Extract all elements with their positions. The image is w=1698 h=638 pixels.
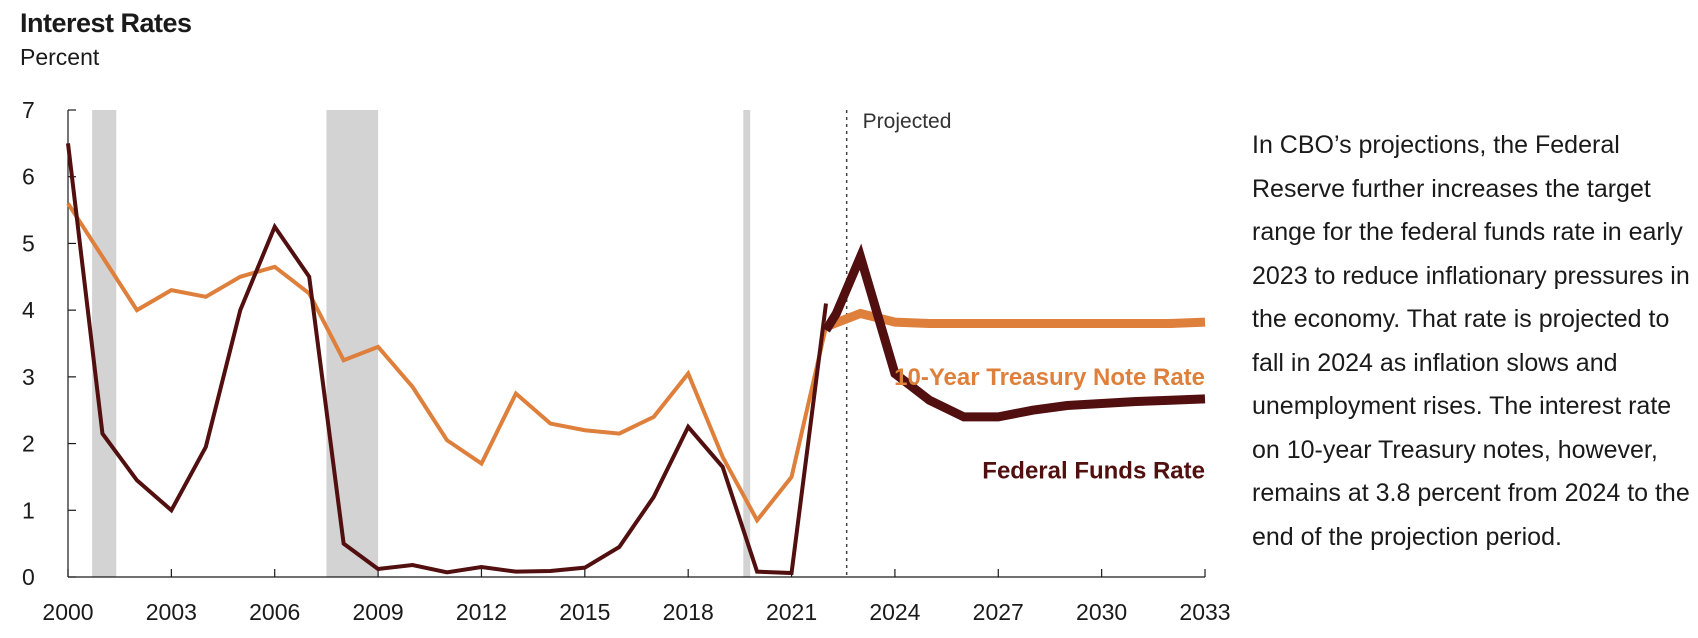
x-tick-label-2009: 2009 bbox=[353, 599, 404, 625]
x-tick-label-2006: 2006 bbox=[249, 599, 300, 625]
x-tick-label-2024: 2024 bbox=[869, 599, 920, 625]
treasury-projected-line bbox=[824, 308, 1206, 332]
x-tick-label-2030: 2030 bbox=[1076, 599, 1127, 625]
x-tick-label-2033: 2033 bbox=[1179, 599, 1230, 625]
chart-description: In CBO’s projections, the Federal Reserv… bbox=[1252, 131, 1690, 551]
y-tick-label-7: 7 bbox=[22, 97, 35, 123]
recession-shading bbox=[92, 110, 751, 577]
x-tick-label-2021: 2021 bbox=[766, 599, 817, 625]
projected-label: Projected bbox=[863, 110, 952, 133]
treasury-historical-line bbox=[66, 202, 828, 524]
fed-funds-projected-line bbox=[822, 243, 1206, 422]
y-tick-label-2: 2 bbox=[22, 431, 35, 457]
axes: 0 1 2 3 4 5 6 7 2000 2003 2006 2009 2012 2015 2018 2021… bbox=[22, 97, 1231, 625]
x-tick-label-2015: 2015 bbox=[559, 599, 610, 625]
x-tick-label-2018: 2018 bbox=[663, 599, 714, 625]
fed-funds-historical-line bbox=[66, 143, 828, 576]
series-lines bbox=[66, 143, 1206, 576]
y-tick-label-6: 6 bbox=[22, 164, 35, 190]
y-tick-label-1: 1 bbox=[22, 497, 35, 523]
x-tick-label-2000: 2000 bbox=[42, 599, 93, 625]
legend-fed-funds-label: Federal Funds Rate bbox=[982, 457, 1205, 484]
chart-subtitle: Percent bbox=[20, 44, 100, 70]
y-tick-label-5: 5 bbox=[22, 230, 35, 256]
legend-treasury-label: 10-Year Treasury Note Rate bbox=[894, 364, 1205, 391]
y-tick-label-0: 0 bbox=[22, 564, 35, 590]
recession-band-0 bbox=[92, 110, 117, 577]
x-tick-label-2012: 2012 bbox=[456, 599, 507, 625]
x-tick-label-2003: 2003 bbox=[146, 599, 197, 625]
chart-title: Interest Rates bbox=[20, 8, 192, 38]
y-tick-label-3: 3 bbox=[22, 364, 35, 390]
interest-rates-chart: 0 1 2 3 4 5 6 7 2000 2003 2006 2009 2012 2015 2018 2021… bbox=[22, 97, 1231, 625]
x-tick-label-2027: 2027 bbox=[973, 599, 1024, 625]
recession-band-2 bbox=[743, 110, 751, 577]
y-tick-label-4: 4 bbox=[22, 297, 35, 323]
